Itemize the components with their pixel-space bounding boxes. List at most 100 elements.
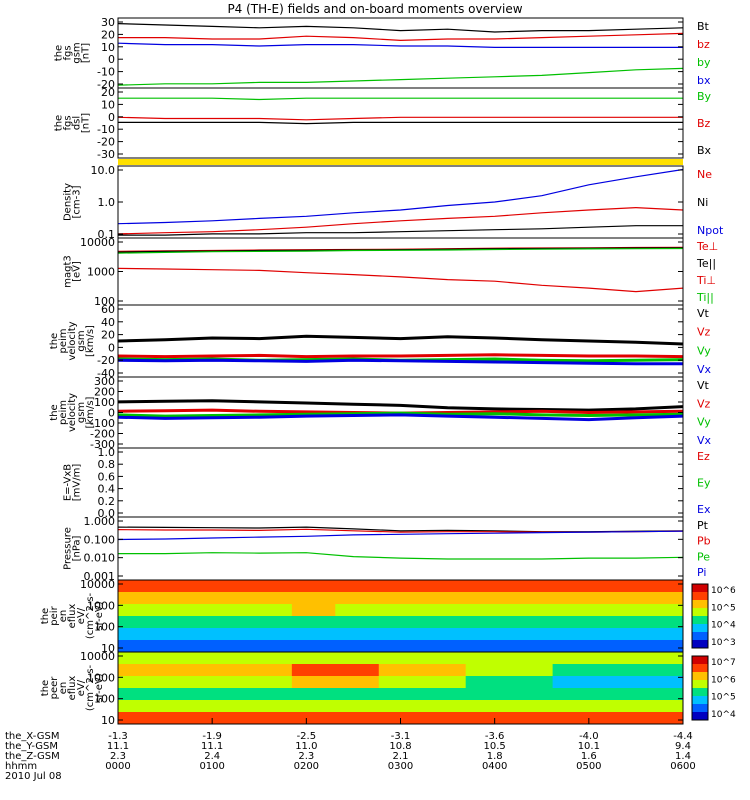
spectrogram-cell [248,688,293,701]
panel-frame [117,87,684,159]
y-axis-label-line: velocity [67,393,78,432]
legend-entry: By [697,90,712,103]
spectrogram-cell [552,592,597,605]
y-tick-label: 1.000 [84,515,116,528]
y-axis-label: magt3[eV] [63,255,83,288]
colorbar-tick-label: 10^4 [711,710,736,720]
spectrogram-cell [378,604,423,617]
spectrogram-cell [161,640,206,653]
spectrogram-cell [465,628,510,641]
y-tick-label: 300 [94,375,115,388]
spectrogram-cell [291,592,336,605]
spectrogram-cell [161,652,206,665]
series-line-Ti⊥ [117,267,684,293]
spectrogram-cell [118,628,162,641]
spectrogram-cell [291,676,336,689]
y-tick-label: 20 [101,28,115,41]
y-axis-label-line: gsm [76,402,87,423]
x-row-value: 2.1 [393,751,409,762]
y-tick-label: -10 [97,66,115,79]
y-axis-label-line: Pressure [63,527,74,570]
x-row-value: -4.4 [673,731,693,742]
spectrogram-cell [422,616,467,629]
spectrogram-cell [378,688,423,701]
spectrogram-cell [378,628,423,641]
spectrogram-cell [204,604,249,617]
y-axis-label-line: [nT] [81,113,92,133]
y-axis-label-line: peim [58,400,69,425]
panel-velocity-esa: 6040200-20-40thepeimvelocitygsm[km/s]VtV… [49,303,712,380]
y-tick-label: 0.4 [98,483,116,496]
spectrogram-cell [118,616,162,629]
spectrogram-cell [465,700,510,713]
spectrogram-cell [204,676,249,689]
y-tick-label: -40 [97,367,115,380]
y-tick-label: 0 [108,341,115,354]
spectrogram-cell [248,664,293,677]
spectrogram-cell [596,664,641,677]
legend-entry: Vt [697,379,710,392]
spectrogram-cell [335,640,380,653]
spectrogram-cell [422,580,467,593]
y-axis-label-line: [mV/m] [72,464,83,502]
legend-entry: Pb [697,535,711,548]
spectrogram-cell [204,592,249,605]
y-axis-label-line: en [58,610,69,623]
spectrogram-cell [118,592,162,605]
spectrogram-cell [509,652,554,665]
spectrogram-cell [552,640,597,653]
spectrogram-cell [465,604,510,617]
spectrogram-cell [596,676,641,689]
spectrogram-cell [552,652,597,665]
spectrogram-cell [465,676,510,689]
x-row-value: 2.4 [204,751,220,762]
legend-entry: Vy [697,416,711,429]
spectrogram-cell [465,580,510,593]
x-row-value: 0200 [294,761,319,772]
y-tick-label: 1.0 [98,196,116,209]
y-tick-label: -200 [90,428,115,441]
colorbar-band [692,712,708,721]
spectrogram-cell [248,640,293,653]
spectrogram-cell [465,664,510,677]
colorbar-tick-label: 10^6 [711,675,736,685]
panel-electron-spectrogram: 10^7 10^6 10^5 10^4 10000 1000 100 10 thepeerene… [40,650,736,727]
y-axis-label-line: gsm [72,42,83,63]
y-tick-label: 1000 [87,266,115,279]
spectrogram-cell [291,652,336,665]
spectrogram-cell [422,628,467,641]
series-line-By [118,97,683,101]
spectrogram-cell [248,580,293,593]
y-tick-label: -20 [97,78,115,91]
spectrogram-cell [291,640,336,653]
x-row-value: 11.1 [201,741,223,752]
spectrogram-cell [378,580,423,593]
spectrogram-cell [204,640,249,653]
legend-entry: Npot [697,224,724,237]
y-tick-label: 40 [101,316,115,329]
series-line-bz [118,32,684,42]
colorbar-band [692,688,708,697]
y-tick-label: 30 [101,16,115,29]
spectrogram-cell [596,700,641,713]
legend-entry: Pi [697,566,706,579]
x-row-value: -3.1 [391,731,411,742]
x-row-value: 9.4 [675,741,691,752]
spectrogram-cell [465,688,510,701]
spectrogram-cell [161,616,206,629]
spectrogram-cell [639,664,684,677]
spectrogram-cell [465,592,510,605]
y-axis-label-line: [cm-3] [72,185,83,218]
y-tick-label: 1000 [87,599,115,612]
spectrogram-cell [552,688,597,701]
panel-frame [117,516,684,581]
y-tick-label: 100 [94,396,115,409]
spectrogram-cell [335,592,380,605]
spectrogram-cell [248,712,293,725]
spectrogram-cell [509,640,554,653]
colorbar-band [692,696,708,705]
panel-frame [117,17,684,89]
colorbar: 10^7 10^6 10^5 10^4 [691,655,736,721]
spectrogram-cell [248,676,293,689]
